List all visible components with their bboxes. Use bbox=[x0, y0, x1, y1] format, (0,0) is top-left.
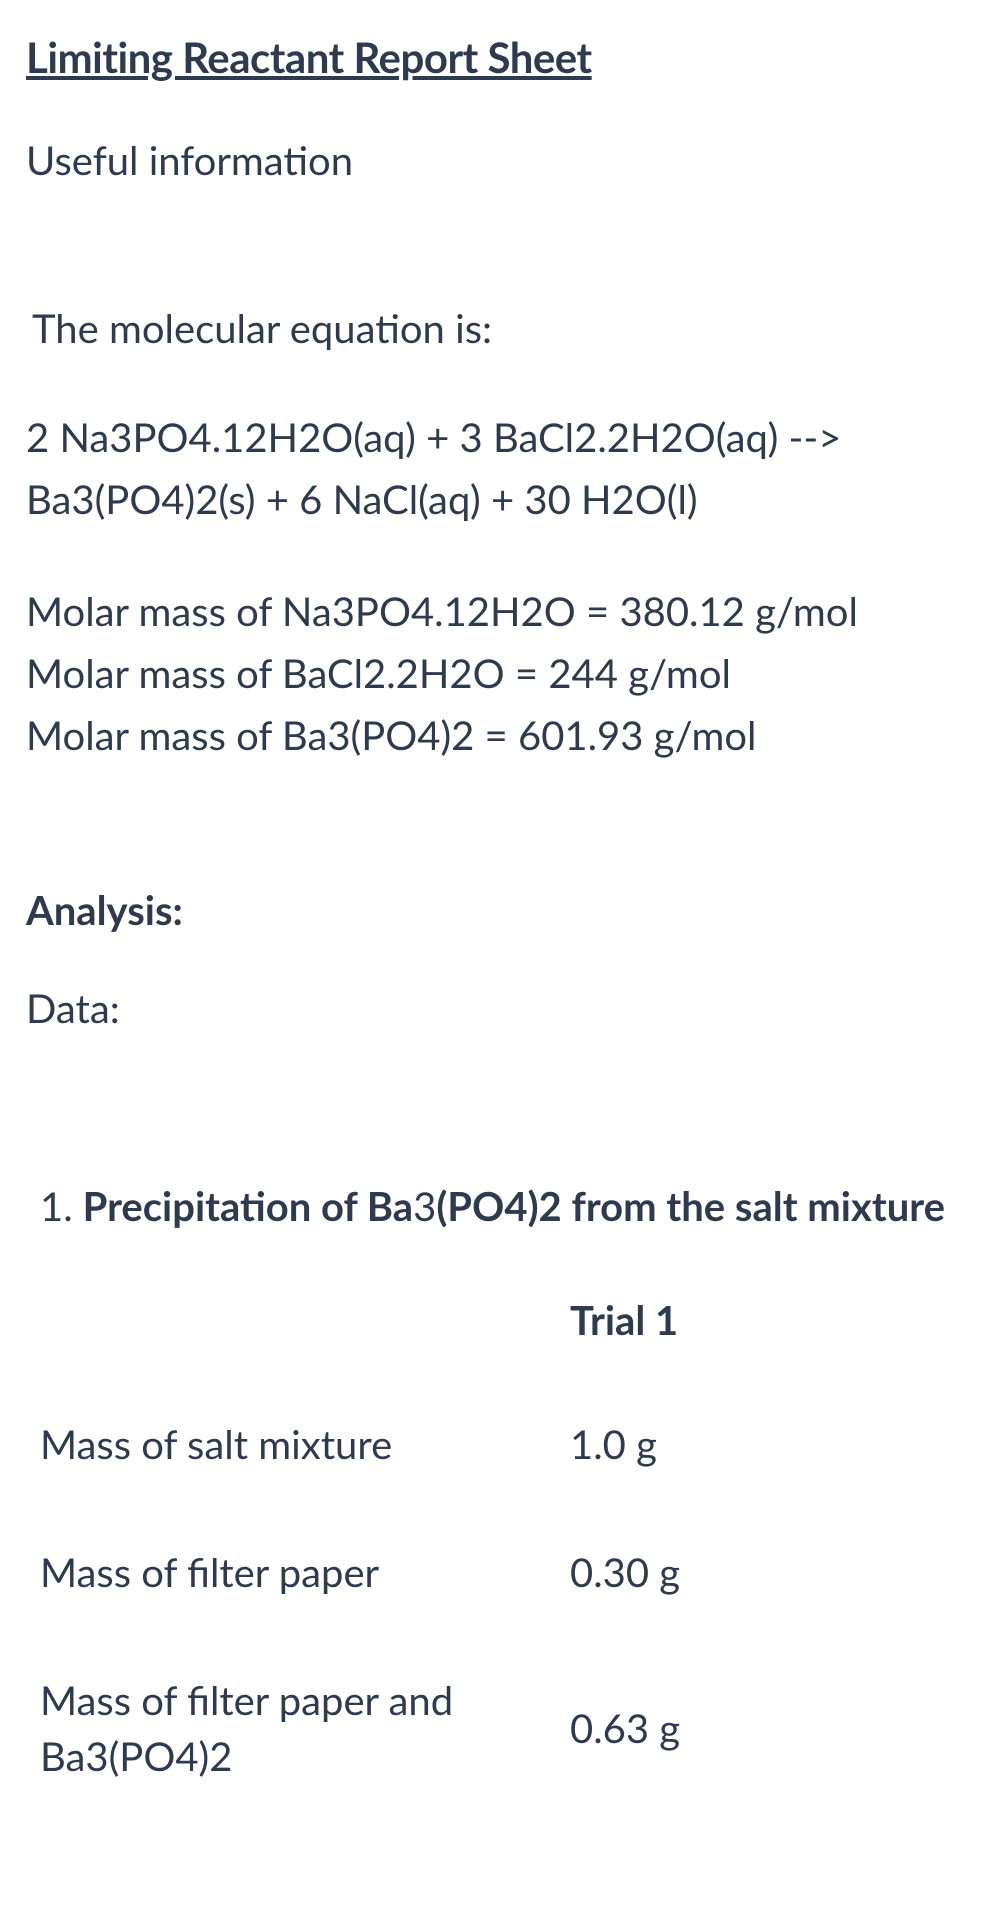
table-row: Mass of filter paper 0.30 g bbox=[40, 1508, 981, 1636]
equation-line-1: 2 Na3PO4.12H2O(aq) + 3 BaCl2.2H2O(aq) --… bbox=[26, 413, 841, 461]
molecular-equation: 2 Na3PO4.12H2O(aq) + 3 BaCl2.2H2O(aq) --… bbox=[26, 406, 981, 530]
row-label-mass-filter-paper-ba3po4: Mass of filter paper and Ba3(PO4)2 bbox=[40, 1672, 570, 1784]
list-number: 1. bbox=[40, 1182, 73, 1230]
row-value-mass-filter-paper: 0.30 g bbox=[570, 1548, 981, 1596]
data-table: Trial 1 Mass of salt mixture 1.0 g Mass … bbox=[40, 1296, 981, 1820]
equation-intro: The molecular equation is: bbox=[32, 304, 981, 352]
report-sheet: Limiting Reactant Report Sheet Useful in… bbox=[0, 0, 1007, 1820]
molar-mass-ba3po4: Molar mass of Ba3(PO4)2 = 601.93 g/mol bbox=[26, 711, 756, 759]
table-row: Mass of filter paper and Ba3(PO4)2 0.63 … bbox=[40, 1636, 981, 1820]
table-row: Mass of salt mixture 1.0 g bbox=[40, 1380, 981, 1508]
analysis-heading: Analysis: bbox=[26, 886, 981, 934]
molar-mass-na3po4: Molar mass of Na3PO4.12H2O = 380.12 g/mo… bbox=[26, 587, 858, 635]
data-heading: Data: bbox=[26, 984, 981, 1032]
row-value-mass-filter-paper-ba3po4: 0.63 g bbox=[570, 1704, 981, 1752]
molar-mass-bacl2: Molar mass of BaCl2.2H2O = 244 g/mol bbox=[26, 649, 731, 697]
row-label-mass-filter-paper: Mass of filter paper bbox=[40, 1544, 570, 1600]
table-header-row: Trial 1 bbox=[40, 1296, 981, 1380]
page-title: Limiting Reactant Report Sheet bbox=[26, 32, 981, 82]
row-value-mass-salt-mixture: 1.0 g bbox=[570, 1420, 981, 1468]
useful-information-heading: Useful information bbox=[26, 136, 981, 184]
row-label-mass-salt-mixture: Mass of salt mixture bbox=[40, 1416, 570, 1472]
equation-line-2: Ba3(PO4)2(s) + 6 NaCl(aq) + 30 H2O(l) bbox=[26, 475, 698, 523]
molar-masses: Molar mass of Na3PO4.12H2O = 380.12 g/mo… bbox=[26, 580, 981, 766]
list-text: Precipitation of Ba3(PO4)2 from the salt… bbox=[83, 1182, 945, 1230]
table-header-trial1: Trial 1 bbox=[570, 1296, 981, 1344]
section-1-heading: 1. Precipitation of Ba3(PO4)2 from the s… bbox=[40, 1182, 981, 1230]
